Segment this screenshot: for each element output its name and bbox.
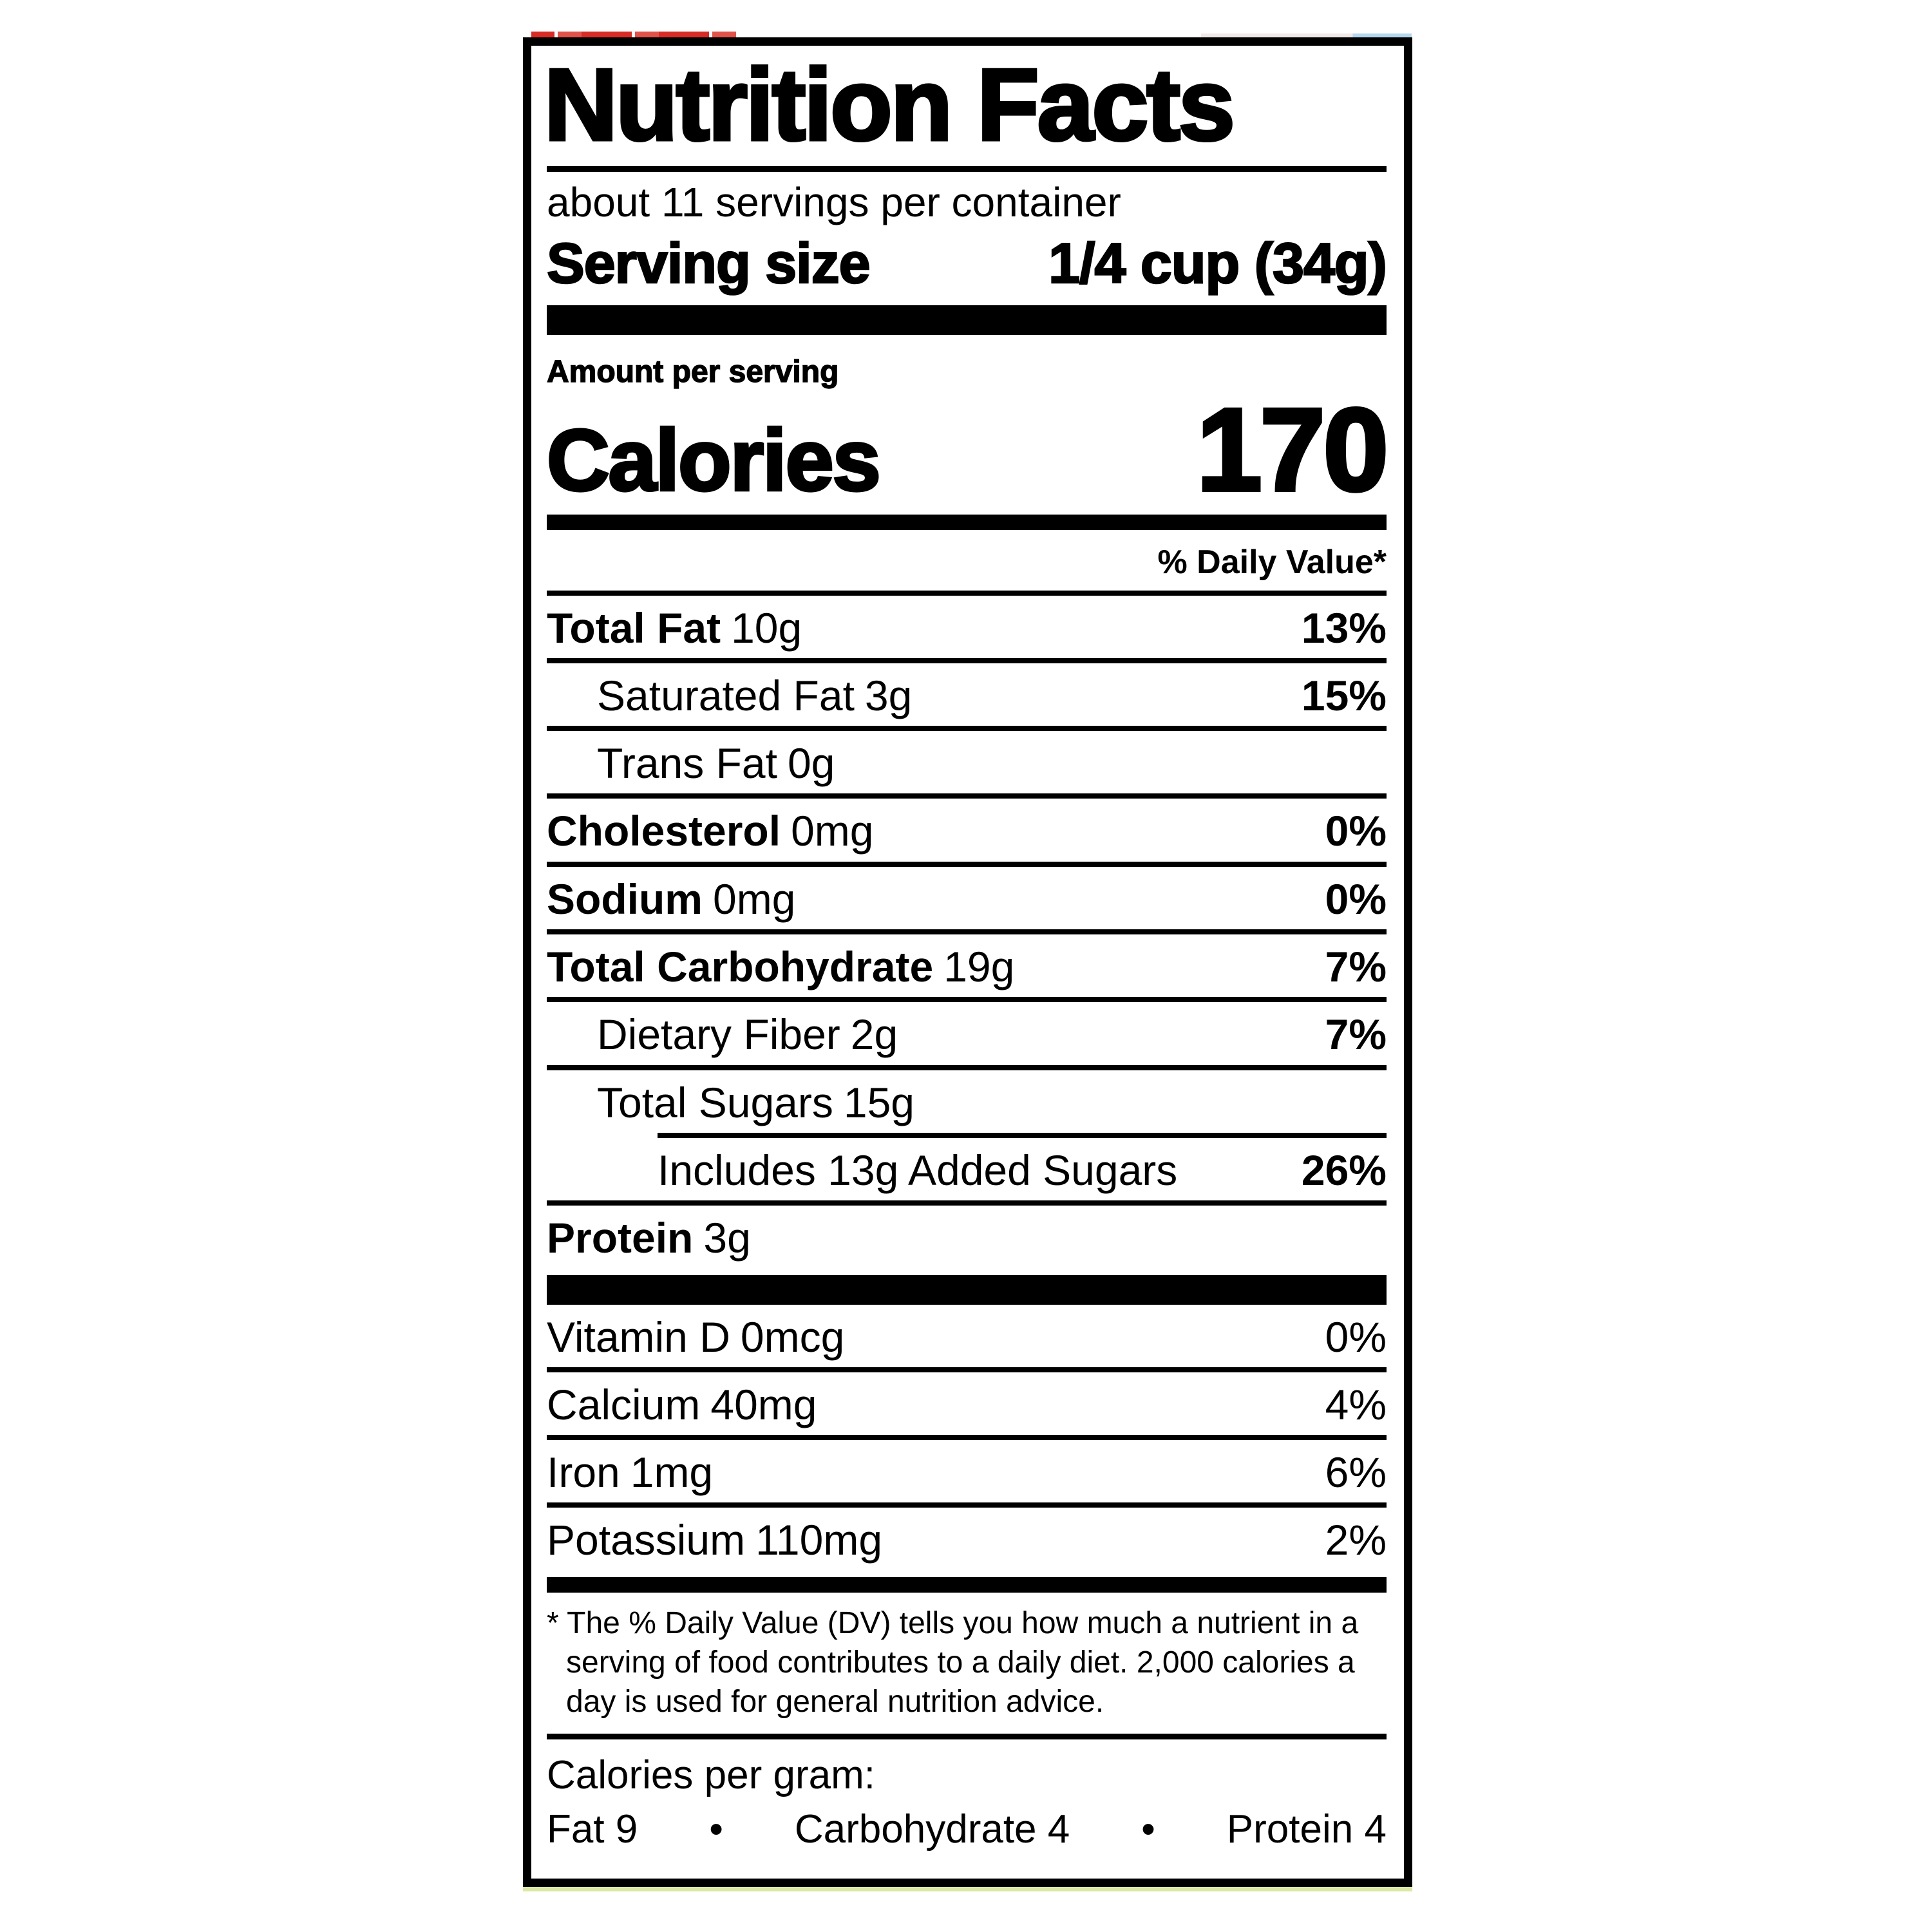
nutrient-row-added-sugars: Includes 13g Added Sugars 26% bbox=[547, 1138, 1387, 1200]
section-bar-thick-vitamins bbox=[547, 1274, 1387, 1305]
nutrition-facts-label: Nutrition Facts about 11 servings per co… bbox=[523, 37, 1412, 1887]
nutrient-name: Sodium bbox=[547, 875, 703, 923]
divider bbox=[547, 726, 1387, 732]
vitamin-row-potassium: Potassium 110mg 2% bbox=[547, 1508, 1387, 1577]
nutrient-name: Saturated Fat bbox=[597, 671, 855, 719]
nutrient-amount: 0mg bbox=[791, 807, 874, 855]
calories-label: Calories bbox=[545, 411, 882, 509]
label-title: Nutrition Facts bbox=[543, 48, 1237, 162]
serving-size-value: 1/4 cup (34g) bbox=[1048, 230, 1388, 296]
serving-size-label: Serving size bbox=[546, 230, 871, 296]
nutrient-name: Total Sugars bbox=[597, 1078, 833, 1126]
nutrient-amount: 3g bbox=[703, 1214, 751, 1262]
photo-crop-artifact-red bbox=[531, 32, 736, 39]
nutrient-name: Dietary Fiber bbox=[597, 1010, 840, 1059]
calories-row: Calories 170 bbox=[545, 383, 1390, 515]
vitamin-amount: 40mg bbox=[710, 1380, 817, 1428]
vitamin-amount: 110mg bbox=[755, 1516, 883, 1564]
nutrient-name: Total Carbohydrate bbox=[547, 943, 934, 991]
cpg-protein: Protein 4 bbox=[1226, 1806, 1387, 1852]
photo-crop-artifact-green bbox=[523, 1887, 1412, 1891]
divider bbox=[547, 1065, 1387, 1070]
vitamin-amount: 1mg bbox=[630, 1448, 714, 1497]
amount-per-serving: Amount per serving bbox=[546, 354, 839, 389]
calories-per-gram-title: Calories per gram: bbox=[547, 1752, 875, 1797]
calories-per-gram-items: Fat 9 • Carbohydrate 4 • Protein 4 bbox=[547, 1797, 1387, 1852]
divider bbox=[547, 929, 1387, 935]
vitamin-amount: 0mcg bbox=[740, 1312, 845, 1361]
nutrient-row-saturated-fat: Saturated Fat 3g 15% bbox=[547, 663, 1387, 726]
divider bbox=[547, 658, 1387, 663]
vitamin-dv: 6% bbox=[1325, 1448, 1387, 1497]
vitamin-dv: 2% bbox=[1325, 1516, 1387, 1564]
nutrient-dv: 0% bbox=[1325, 807, 1387, 855]
vitamin-name: Iron bbox=[547, 1448, 620, 1497]
servings-per-container: about 11 servings per container bbox=[547, 179, 1121, 226]
nutrient-row-total-carbohydrate: Total Carbohydrate 19g 7% bbox=[547, 934, 1387, 997]
nutrient-name: Protein bbox=[547, 1214, 694, 1262]
nutrient-amount: 15g bbox=[843, 1078, 914, 1126]
title-divider bbox=[547, 166, 1387, 173]
nutrient-row-sodium: Sodium 0mg 0% bbox=[547, 867, 1387, 929]
nutrient-row-total-fat: Total Fat 10g 13% bbox=[547, 596, 1387, 658]
divider bbox=[547, 997, 1387, 1003]
nutrient-amount: 3g bbox=[864, 671, 913, 719]
nutrient-amount: 10g bbox=[731, 603, 802, 652]
divider bbox=[547, 1502, 1387, 1508]
cpg-fat: Fat 9 bbox=[547, 1806, 638, 1852]
nutrient-name: Total Fat bbox=[547, 603, 721, 652]
nutrient-name: Trans Fat bbox=[597, 739, 777, 788]
section-bar-medium-footnote bbox=[547, 1577, 1387, 1593]
vitamin-row-vitamin-d: Vitamin D 0mcg 0% bbox=[547, 1305, 1387, 1367]
nutrient-row-cholesterol: Cholesterol 0mg 0% bbox=[547, 799, 1387, 861]
vitamin-row-iron: Iron 1mg 6% bbox=[547, 1440, 1387, 1502]
bullet-separator: • bbox=[1141, 1806, 1155, 1852]
nutrient-row-protein: Protein 3g bbox=[547, 1206, 1387, 1274]
vitamin-name: Vitamin D bbox=[547, 1312, 730, 1361]
divider bbox=[547, 861, 1387, 867]
divider bbox=[547, 1435, 1387, 1441]
vitamin-dv: 0% bbox=[1325, 1312, 1387, 1361]
section-bar-medium-calories bbox=[547, 514, 1387, 530]
nutrient-dv: 15% bbox=[1301, 671, 1387, 719]
nutrient-dv: 26% bbox=[1301, 1146, 1387, 1194]
cpg-carbohydrate: Carbohydrate 4 bbox=[794, 1806, 1070, 1852]
nutrient-amount: 0g bbox=[787, 739, 835, 788]
vitamin-name: Potassium bbox=[547, 1516, 746, 1564]
divider bbox=[547, 1367, 1387, 1372]
divider-indented bbox=[658, 1132, 1387, 1138]
calories-value: 170 bbox=[1195, 383, 1390, 515]
nutrient-row-total-sugars: Total Sugars 15g bbox=[547, 1070, 1387, 1133]
nutrient-row-trans-fat: Trans Fat 0g bbox=[547, 731, 1387, 793]
nutrient-amount: 2g bbox=[850, 1010, 898, 1059]
divider bbox=[547, 590, 1387, 596]
nutrient-name: Cholesterol bbox=[547, 807, 781, 855]
divider bbox=[547, 1200, 1387, 1206]
divider bbox=[547, 793, 1387, 799]
serving-size-row: Serving size 1/4 cup (34g) bbox=[546, 227, 1388, 305]
vitamin-dv: 4% bbox=[1325, 1380, 1387, 1428]
nutrient-dv: 7% bbox=[1325, 1010, 1387, 1059]
bullet-separator: • bbox=[709, 1806, 723, 1852]
vitamin-row-calcium: Calcium 40mg 4% bbox=[547, 1372, 1387, 1435]
vitamin-name: Calcium bbox=[547, 1380, 701, 1428]
nutrient-dv: 7% bbox=[1325, 943, 1387, 991]
nutrient-dv: 13% bbox=[1301, 603, 1387, 652]
section-bar-thick-top bbox=[547, 305, 1387, 335]
nutrient-dv: 0% bbox=[1325, 875, 1387, 923]
nutrient-amount: 0mg bbox=[713, 875, 796, 923]
daily-value-header: % Daily Value* bbox=[1157, 543, 1387, 581]
daily-value-footnote: * The % Daily Value (DV) tells you how m… bbox=[547, 1605, 1359, 1719]
footnote-divider bbox=[547, 1733, 1387, 1739]
nutrient-row-dietary-fiber: Dietary Fiber 2g 7% bbox=[547, 1002, 1387, 1065]
nutrient-amount: 19g bbox=[943, 943, 1015, 991]
nutrient-name: Includes 13g Added Sugars bbox=[658, 1146, 1178, 1194]
photo-crop-artifact-blue bbox=[1201, 33, 1412, 38]
